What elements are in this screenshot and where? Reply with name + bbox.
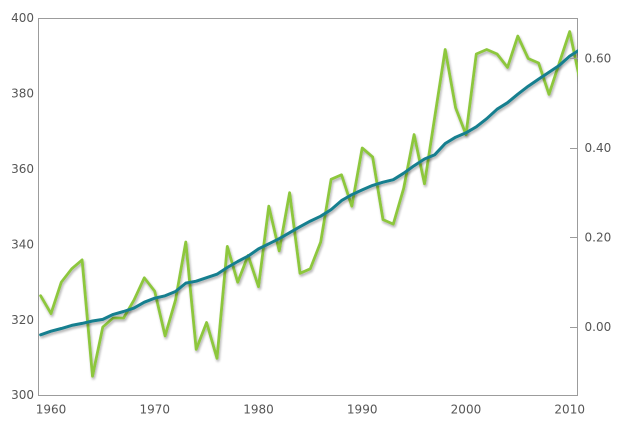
left-axis-label: 380 xyxy=(11,87,34,101)
axis-labels: 300 320 340 360 380 400 0.00 0.20 0.40 0.60 1960 19… xyxy=(11,11,611,416)
axis-ticks xyxy=(570,58,578,328)
series-lines xyxy=(39,30,578,378)
left-axis-label: 320 xyxy=(11,313,34,327)
plot-border xyxy=(38,18,578,396)
plot-frame xyxy=(38,18,578,396)
right-axis-label: 0.20 xyxy=(585,231,612,245)
x-axis-label: 2000 xyxy=(451,403,482,417)
x-axis-label: 1960 xyxy=(36,403,67,417)
right-axis-label: 0.60 xyxy=(585,52,612,66)
x-axis-label: 1970 xyxy=(139,403,170,417)
left-axis-label: 300 xyxy=(11,388,34,402)
x-axis-label: 2010 xyxy=(554,403,585,417)
left-axis-label: 360 xyxy=(11,162,34,176)
right-axis-label: 0.40 xyxy=(585,141,612,155)
temperature-line xyxy=(39,30,578,378)
left-axis-label: 400 xyxy=(11,11,34,25)
left-axis-label: 340 xyxy=(11,237,34,251)
co2-line xyxy=(39,49,578,337)
x-axis-label: 1990 xyxy=(347,403,378,417)
x-axis-label: 1980 xyxy=(243,403,274,417)
right-axis-label: 0.00 xyxy=(585,320,612,334)
